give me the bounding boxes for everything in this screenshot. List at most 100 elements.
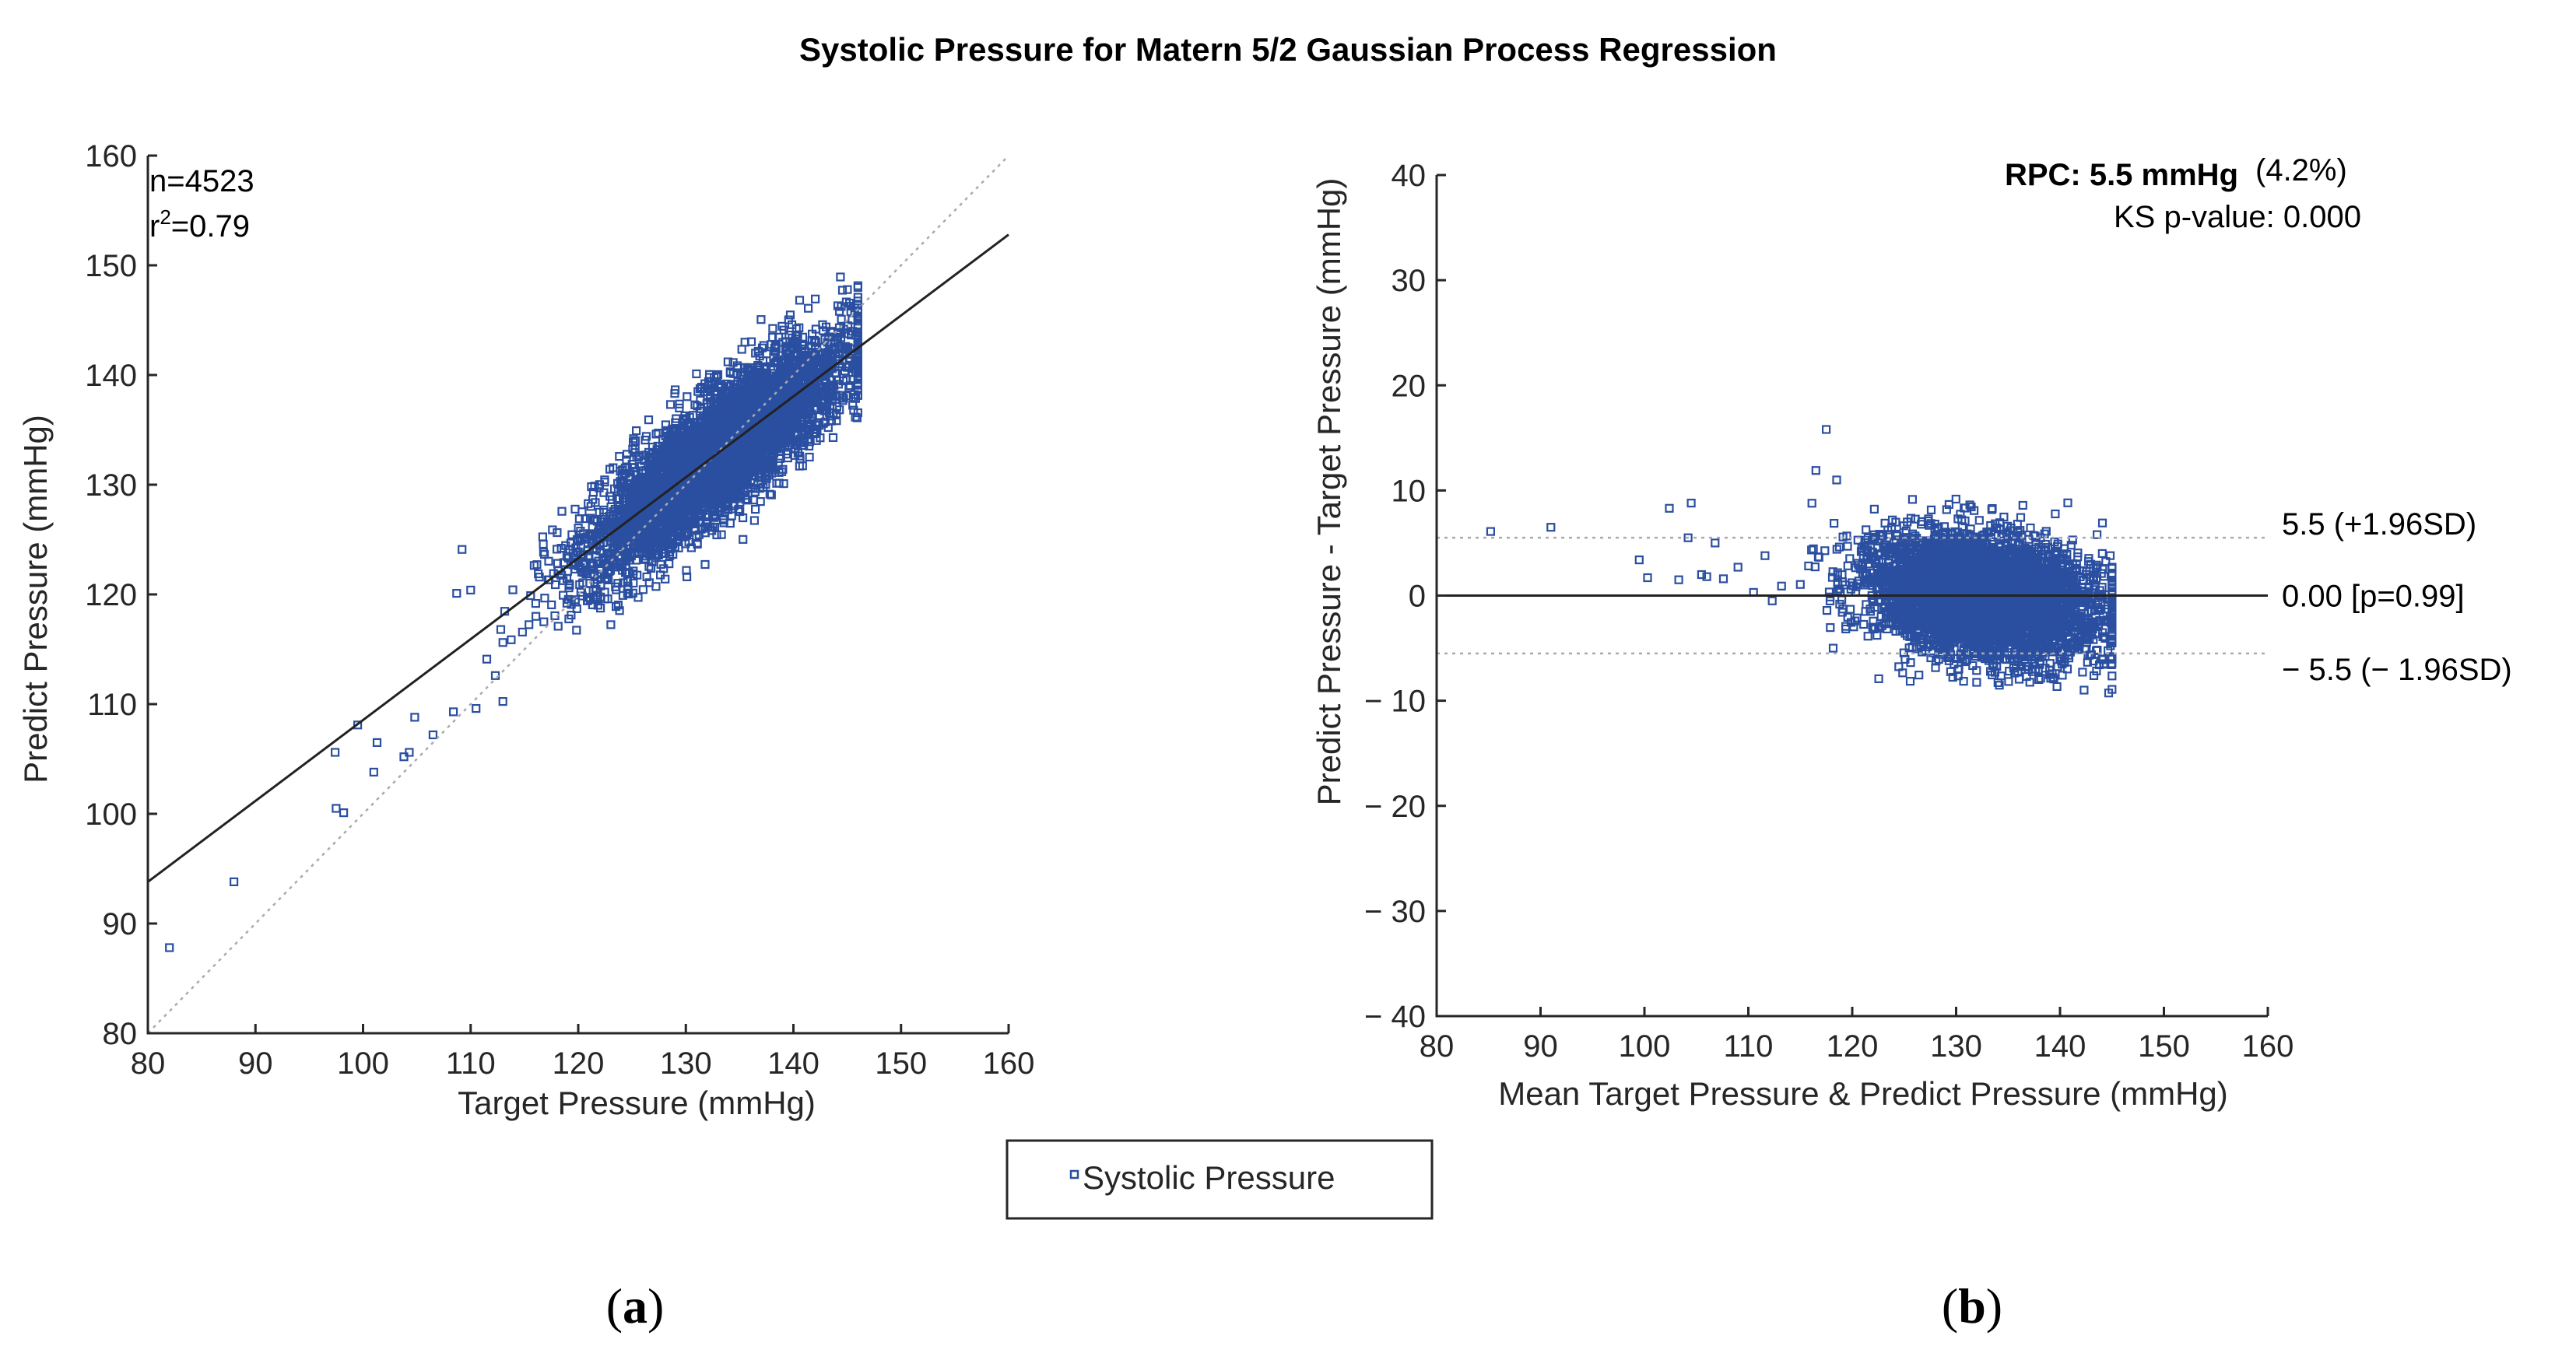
data-point <box>525 620 534 629</box>
data-point <box>452 588 462 598</box>
panel-a-points <box>165 272 863 952</box>
panel-b-points <box>1486 425 2117 698</box>
y-tick-label: 90 <box>103 907 138 941</box>
data-point <box>410 713 419 722</box>
data-point <box>538 532 548 542</box>
data-point <box>550 580 560 590</box>
data-point <box>700 559 710 570</box>
data-point <box>615 451 624 461</box>
y-tick-label: 120 <box>85 578 137 612</box>
x-tick-label: 100 <box>337 1046 389 1081</box>
data-point <box>665 400 676 409</box>
data-point <box>836 272 845 282</box>
x-tick-label: 80 <box>131 1046 166 1081</box>
y-tick-label: 160 <box>85 139 137 174</box>
data-point <box>428 730 438 740</box>
y-tick-label: 150 <box>85 249 137 283</box>
data-point <box>600 475 609 485</box>
data-point <box>750 504 760 514</box>
data-point <box>498 638 507 647</box>
data-point <box>507 635 516 644</box>
x-tick-label: 130 <box>660 1046 712 1081</box>
x-tick-label: 160 <box>983 1046 1035 1081</box>
data-point <box>841 297 851 307</box>
data-point <box>613 600 623 610</box>
data-point <box>768 324 777 333</box>
panel-a-y-axis-label: Predict Pressure (mmHg) <box>17 415 54 783</box>
data-point <box>805 452 814 462</box>
data-point <box>482 654 492 664</box>
panel-a-r2-annotation: r2=0.79 <box>149 205 250 244</box>
data-point <box>472 703 481 713</box>
data-point <box>683 392 692 401</box>
data-point <box>339 808 349 818</box>
panel-a-ticks: 80 90 100 110 120 130 140 150 160 80 90 100 110 120 13… <box>85 139 1034 1081</box>
r2-exponent: 2 <box>160 205 170 229</box>
data-point <box>498 696 507 706</box>
y-tick-label: 140 <box>85 359 137 393</box>
data-point <box>749 516 760 525</box>
panel-a-x-axis-label: Target Pressure (mmHg) <box>458 1085 816 1121</box>
data-point <box>531 598 541 608</box>
data-point <box>332 804 341 813</box>
data-point <box>577 507 587 517</box>
data-point <box>539 539 548 549</box>
data-point <box>1869 504 1879 514</box>
data-point <box>540 594 549 603</box>
x-tick-label: 140 <box>767 1046 819 1081</box>
data-point <box>765 489 774 499</box>
panel-a-n-annotation: n=4523 <box>149 164 254 198</box>
y-tick-label: 110 <box>87 688 137 722</box>
data-point <box>518 627 527 637</box>
data-point <box>547 600 556 610</box>
y-tick-label: 130 <box>85 468 137 503</box>
data-point <box>1972 678 1981 687</box>
figure-title: Systolic Pressure for Matern 5/2 Gaussia… <box>799 31 1777 68</box>
data-point <box>448 707 458 717</box>
data-point <box>466 585 476 595</box>
data-point <box>630 436 640 446</box>
data-point <box>828 433 838 443</box>
data-point <box>810 294 820 303</box>
y-tick-label: 80 <box>103 1017 138 1051</box>
data-point <box>756 315 766 324</box>
data-point <box>692 369 701 379</box>
data-point <box>739 535 748 544</box>
x-tick-label: 110 <box>446 1046 496 1081</box>
data-point <box>638 585 648 594</box>
data-point <box>331 748 340 757</box>
data-point <box>631 426 641 436</box>
data-point <box>644 562 654 571</box>
panel-a-regression-line <box>147 233 1009 883</box>
data-point <box>803 303 813 313</box>
data-point <box>372 738 382 748</box>
y-tick-label: 100 <box>85 797 137 832</box>
data-point <box>795 296 805 305</box>
data-point <box>369 767 378 777</box>
data-point <box>496 625 506 634</box>
data-point <box>1807 499 1816 508</box>
data-point <box>644 415 654 425</box>
data-point <box>588 487 598 497</box>
r2-prefix: r <box>149 209 160 244</box>
data-point <box>458 545 467 554</box>
x-tick-label: 90 <box>238 1046 273 1081</box>
data-point <box>539 548 549 557</box>
data-point <box>531 612 541 621</box>
data-point <box>557 506 567 516</box>
data-point <box>572 626 581 635</box>
data-point <box>606 620 616 629</box>
r2-value: =0.79 <box>171 209 250 244</box>
data-point <box>618 591 628 600</box>
data-point <box>539 617 549 626</box>
x-tick-label: 150 <box>875 1046 927 1081</box>
data-point <box>1834 542 1844 552</box>
x-tick-label: 120 <box>553 1046 605 1081</box>
data-point <box>1828 643 1838 653</box>
data-point <box>644 578 654 587</box>
data-point <box>508 585 518 594</box>
data-point <box>553 622 563 631</box>
data-point <box>570 504 580 514</box>
